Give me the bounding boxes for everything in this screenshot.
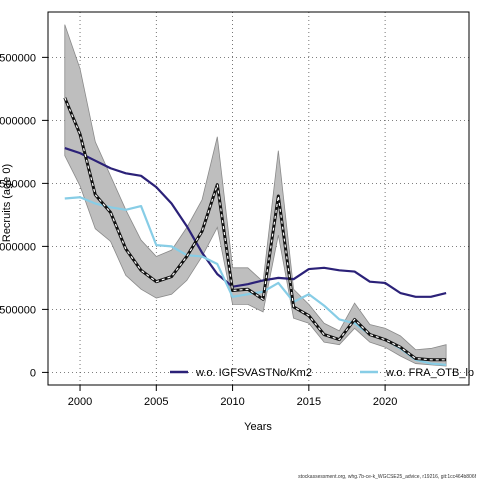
plot-frame	[47, 11, 470, 386]
y-tick-label: 1500000	[0, 178, 36, 190]
legend: w.o. IGFSVASTNo/Km2 w.o. FRA_OTB_lp	[170, 367, 474, 379]
x-tick-label: 2000	[68, 396, 92, 408]
x-tick-label: 2020	[373, 396, 397, 408]
y-tick-label: 2000000	[0, 115, 36, 127]
series-lines	[63, 97, 447, 366]
y-axis-title: Recruits (age 0)	[1, 164, 13, 242]
source-note: stockassessment.org, whg.7b-ce-k_WGCSE25…	[298, 474, 476, 480]
y-tick-label: 500000	[0, 304, 36, 316]
confidence-band-area	[64, 24, 447, 367]
y-axis: 0 500000 1000000 1500000 2000000 2500000	[0, 52, 48, 379]
y-tick-label: 2500000	[0, 52, 36, 64]
y-tick-label: 0	[30, 367, 36, 379]
legend-label: w.o. FRA_OTB_lp	[385, 367, 474, 379]
legend-label: w.o. IGFSVASTNo/Km2	[195, 367, 312, 379]
x-axis-title: Years	[244, 421, 272, 433]
x-tick-label: 2005	[144, 396, 168, 408]
x-tick-label: 2015	[297, 396, 321, 408]
y-tick-label: 1000000	[0, 241, 36, 253]
confidence-band	[64, 24, 447, 367]
x-tick-label: 2010	[220, 396, 244, 408]
x-axis: 2000 2005 2010 2015 2020	[68, 385, 397, 408]
series-estimate-dashes	[64, 97, 447, 361]
series-line-1	[64, 147, 447, 298]
